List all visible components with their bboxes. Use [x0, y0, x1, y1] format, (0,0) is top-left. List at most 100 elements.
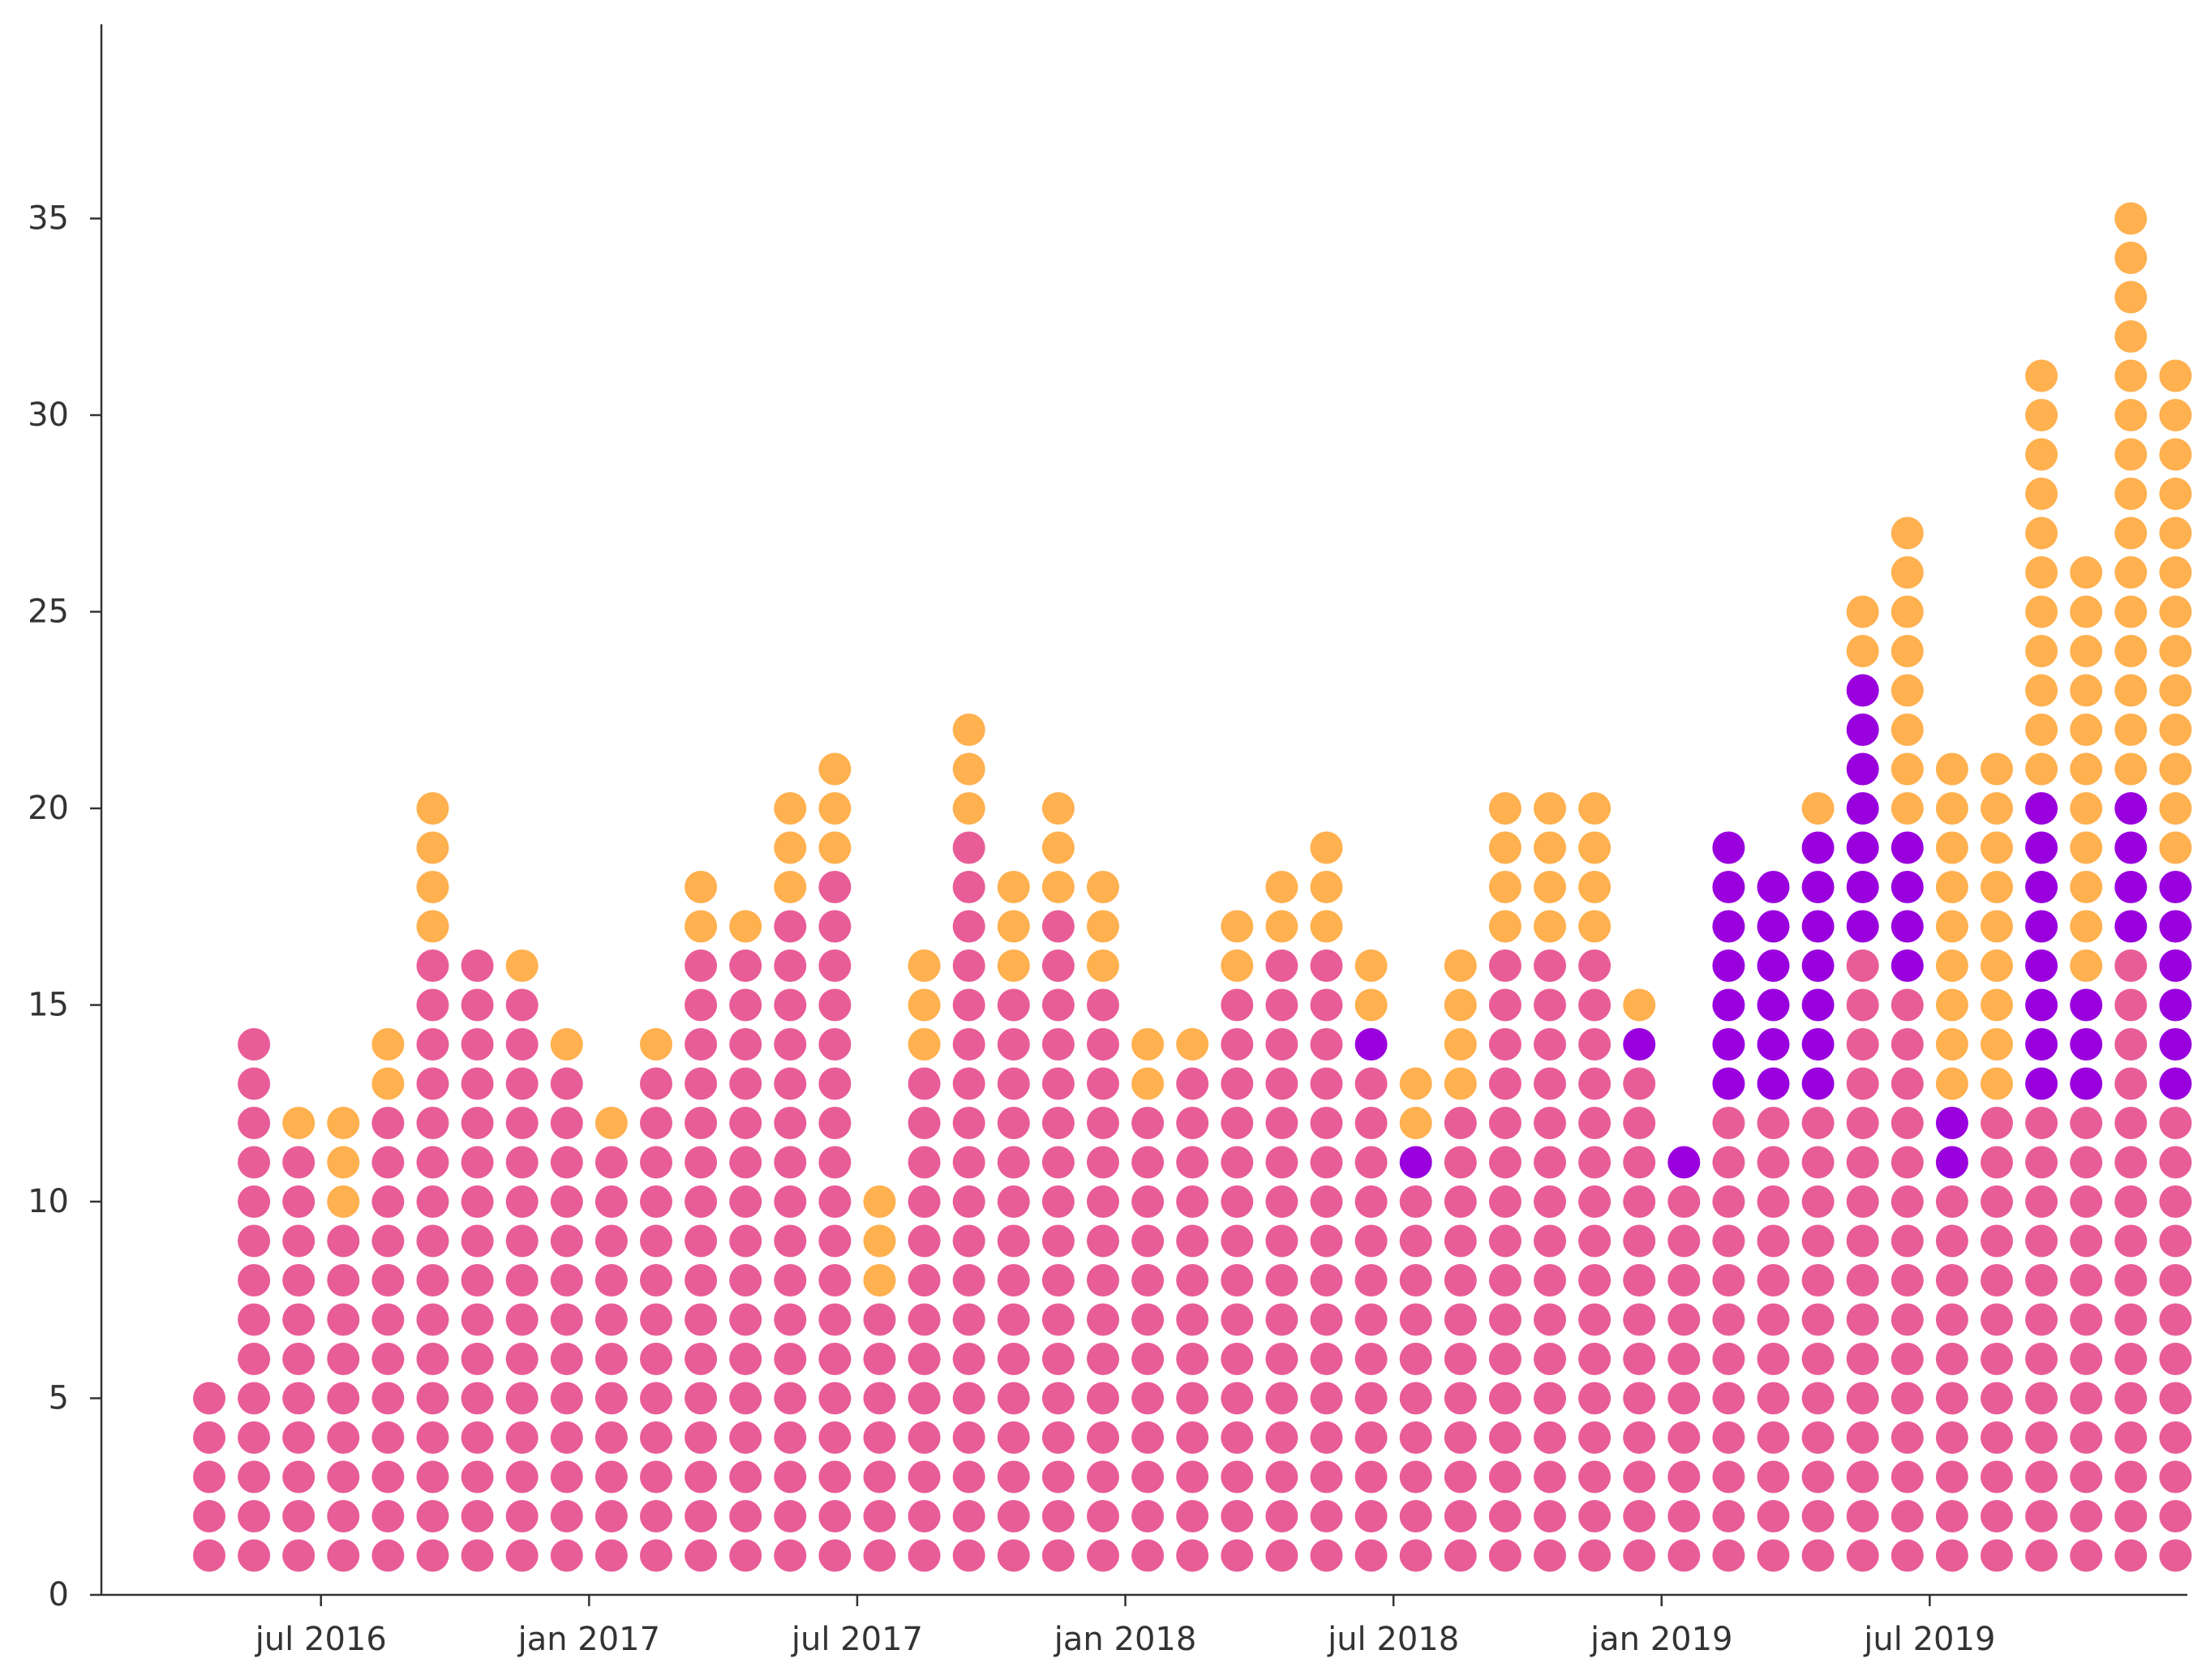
- pink-dot: [550, 1303, 583, 1336]
- orange-dot: [774, 831, 807, 864]
- pink-dot: [1131, 1382, 1165, 1415]
- pink-dot: [327, 1421, 360, 1454]
- orange-dot: [2159, 714, 2192, 746]
- pink-dot: [1667, 1500, 1701, 1532]
- pink-dot: [997, 988, 1030, 1022]
- pink-dot: [594, 1224, 628, 1258]
- x-tick-label: jul 2019: [1863, 1621, 1995, 1658]
- pink-dot: [1801, 1185, 1835, 1218]
- pink-dot: [327, 1224, 360, 1258]
- pink-dot: [1265, 1264, 1298, 1296]
- pink-dot: [371, 1224, 405, 1258]
- dot-columns: [193, 202, 2192, 1572]
- pink-dot: [1488, 1224, 1521, 1258]
- pink-dot: [1891, 1224, 1924, 1258]
- pink-dot: [818, 1067, 852, 1100]
- pink-dot: [1444, 1539, 1477, 1572]
- pink-dot: [1087, 1146, 1119, 1179]
- pink-dot: [1488, 1107, 1521, 1139]
- orange-dot: [1399, 1067, 1432, 1100]
- pink-dot: [1221, 1539, 1254, 1572]
- y-tick-label: 35: [28, 200, 69, 238]
- pink-dot: [1041, 1107, 1075, 1139]
- pink-dot: [640, 1539, 672, 1572]
- pink-dot: [1578, 1067, 1612, 1100]
- orange-dot: [863, 1185, 896, 1218]
- y-axis: 0 5 10 15 20 25 30 35: [28, 24, 103, 1614]
- pink-dot: [594, 1500, 628, 1532]
- pink-dot: [1891, 1264, 1924, 1296]
- orange-dot: [1087, 949, 1119, 982]
- dot-column: [1667, 1146, 1701, 1572]
- pink-dot: [1176, 1146, 1209, 1179]
- pink-dot: [1087, 1382, 1119, 1415]
- pink-dot: [1578, 1343, 1612, 1375]
- pink-dot: [1981, 1421, 2013, 1454]
- dot-column: [1891, 516, 1924, 1572]
- orange-dot: [371, 1067, 405, 1100]
- pink-dot: [1578, 1185, 1612, 1218]
- pink-dot: [1846, 1185, 1879, 1218]
- pink-dot: [1578, 949, 1612, 982]
- pink-dot: [1891, 1460, 1924, 1494]
- pink-dot: [908, 1500, 941, 1532]
- pink-dot: [1087, 1185, 1119, 1218]
- x-tick-label: jul 2016: [255, 1621, 387, 1658]
- pink-dot: [1265, 1146, 1298, 1179]
- pink-dot: [550, 1460, 583, 1494]
- pink-dot: [1176, 1539, 1209, 1572]
- orange-dot: [1265, 910, 1298, 943]
- pink-dot: [2159, 1500, 2192, 1532]
- dot-column: [505, 949, 539, 1572]
- pink-dot: [550, 1539, 583, 1572]
- pink-dot: [505, 1500, 539, 1532]
- pink-dot: [2159, 1264, 2192, 1296]
- pink-dot: [282, 1460, 315, 1494]
- pink-dot: [1801, 1224, 1835, 1258]
- purple-dot: [2025, 988, 2058, 1022]
- purple-dot: [1891, 910, 1924, 943]
- pink-dot: [1935, 1421, 1968, 1454]
- purple-dot: [2025, 871, 2058, 903]
- pink-dot: [729, 1460, 762, 1494]
- pink-dot: [1891, 1303, 1924, 1336]
- pink-dot: [461, 1421, 494, 1454]
- orange-dot: [2159, 556, 2192, 589]
- pink-dot: [1534, 1146, 1566, 1179]
- dot-column: [1041, 792, 1075, 1572]
- pink-dot: [594, 1382, 628, 1415]
- orange-dot: [1981, 1028, 2013, 1061]
- pink-dot: [774, 1303, 807, 1336]
- pink-dot: [640, 1107, 672, 1139]
- purple-dot: [1846, 831, 1879, 864]
- pink-dot: [774, 1067, 807, 1100]
- pink-dot: [1846, 1421, 1879, 1454]
- orange-dot: [774, 792, 807, 825]
- orange-dot: [1488, 831, 1521, 864]
- pink-dot: [1534, 1185, 1566, 1218]
- pink-dot: [1399, 1303, 1432, 1336]
- pink-dot: [863, 1382, 896, 1415]
- orange-dot: [1935, 988, 1968, 1022]
- pink-dot: [550, 1264, 583, 1296]
- pink-dot: [238, 1382, 271, 1415]
- pink-dot: [1087, 1028, 1119, 1061]
- pink-dot: [238, 1146, 271, 1179]
- pink-dot: [1488, 1539, 1521, 1572]
- pink-dot: [1444, 1303, 1477, 1336]
- pink-dot: [1310, 1382, 1343, 1415]
- pink-dot: [685, 1460, 718, 1494]
- orange-dot: [1981, 831, 2013, 864]
- purple-dot: [1757, 910, 1790, 943]
- pink-dot: [1399, 1224, 1432, 1258]
- pink-dot: [1131, 1185, 1165, 1218]
- pink-dot: [1757, 1303, 1790, 1336]
- pink-dot: [1712, 1185, 1745, 1218]
- orange-dot: [2070, 831, 2103, 864]
- pink-dot: [1354, 1460, 1388, 1494]
- pink-dot: [371, 1107, 405, 1139]
- pink-dot: [1265, 1500, 1298, 1532]
- pink-dot: [1176, 1382, 1209, 1415]
- pink-dot: [774, 1146, 807, 1179]
- pink-dot: [1578, 988, 1612, 1022]
